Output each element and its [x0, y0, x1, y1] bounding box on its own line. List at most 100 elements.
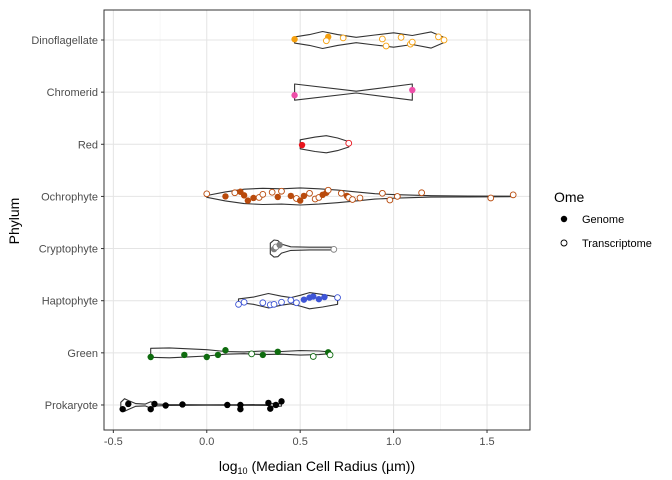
data-point-genome — [315, 295, 323, 303]
data-point-transcriptome — [326, 351, 334, 359]
data-point-transcriptome — [334, 294, 341, 301]
data-point-transcriptome — [345, 139, 353, 147]
legend: Ome Genome Transcriptome — [554, 189, 652, 250]
data-point-transcriptome — [324, 186, 332, 194]
data-point-transcriptome — [322, 37, 330, 45]
x-tick-label: 1.0 — [386, 436, 401, 448]
y-tick-label: Prokaryote — [45, 400, 98, 412]
data-point-transcriptome — [418, 189, 425, 197]
data-point-genome — [147, 353, 154, 361]
series-prokaryote — [119, 398, 285, 413]
y-tick-label: Chromerid — [47, 87, 98, 99]
data-point-transcriptome — [397, 34, 405, 41]
data-point-genome — [409, 86, 416, 94]
violin-prokaryote — [120, 398, 283, 412]
y-tick-label: Ochrophyte — [41, 191, 98, 203]
data-point-transcriptome — [330, 245, 338, 253]
x-tick-label: 0.5 — [293, 436, 308, 448]
legend-label-genome: Genome — [582, 214, 624, 226]
panel-background — [104, 10, 530, 430]
data-point-transcriptome — [386, 196, 394, 204]
data-point-transcriptome — [435, 33, 442, 41]
y-axis-title: Phylum — [6, 198, 22, 245]
data-point-genome — [147, 405, 154, 413]
data-point-genome — [300, 296, 308, 303]
plot-panel — [103, 9, 531, 431]
data-point-genome — [181, 351, 188, 359]
data-point-genome — [298, 141, 306, 149]
series-cryptophyte — [269, 239, 338, 258]
data-point-genome — [240, 192, 248, 199]
violin-chromerid — [294, 83, 413, 101]
data-point-genome — [119, 405, 126, 413]
x-tick-label: 0.0 — [199, 436, 214, 448]
data-point-genome — [274, 193, 281, 201]
violin-red — [299, 135, 350, 154]
data-point-transcriptome — [248, 350, 255, 358]
data-point-genome — [276, 241, 283, 249]
data-point-transcriptome — [487, 194, 495, 202]
data-point-transcriptome — [379, 35, 386, 43]
data-point-genome — [267, 405, 274, 412]
data-point-genome — [162, 402, 169, 409]
data-point-transcriptome — [235, 300, 242, 308]
series-green — [147, 347, 334, 361]
data-point-transcriptome — [509, 191, 517, 199]
x-tick-label: -0.5 — [104, 436, 123, 448]
data-point-transcriptome — [287, 296, 295, 304]
data-point-transcriptome — [339, 34, 347, 42]
data-point-genome — [125, 400, 132, 408]
legend-title: Ome — [554, 189, 585, 205]
x-tick-label: 1.5 — [479, 436, 494, 448]
data-point-genome — [214, 351, 222, 359]
series-chromerid — [291, 83, 416, 101]
data-point-transcriptome — [293, 299, 300, 307]
data-point-transcriptome — [440, 36, 448, 44]
violin-haptophyte — [237, 292, 339, 310]
data-point-genome — [259, 351, 267, 359]
legend-key-transcriptome — [560, 239, 568, 247]
data-point-genome — [265, 399, 272, 407]
data-point-genome — [151, 400, 158, 408]
data-point-transcriptome — [337, 189, 345, 197]
data-point-genome — [179, 401, 186, 408]
data-point-transcriptome — [278, 298, 285, 306]
data-point-genome — [310, 293, 317, 300]
data-point-genome — [321, 293, 328, 301]
data-point-genome — [296, 197, 304, 204]
data-point-transcriptome — [306, 189, 313, 197]
data-point-genome — [278, 398, 285, 405]
y-tick-label: Red — [78, 139, 98, 151]
y-tick-label: Haptophyte — [42, 296, 98, 308]
y-tick-label: Dinoflagellate — [31, 35, 98, 47]
data-point-transcriptome — [268, 188, 276, 196]
data-point-genome — [237, 401, 244, 409]
data-point-transcriptome — [393, 193, 401, 200]
series-dinoflagellate — [291, 30, 448, 50]
x-axis-tick-labels: -0.5 0.0 0.5 1.0 1.5 — [104, 430, 495, 448]
x-axis-title: log10 (Median Cell Radius (µm)) — [219, 458, 415, 476]
data-point-transcriptome — [259, 190, 267, 198]
data-point-genome — [224, 401, 231, 409]
data-point-transcriptome — [349, 196, 356, 203]
y-axis-tick-labels: Dinoflagellate Chromerid Red Ochrophyte Cryp… — [31, 35, 104, 412]
series-ochrophyte — [203, 186, 517, 206]
data-point-transcriptome — [203, 190, 211, 198]
data-point-transcriptome — [309, 353, 317, 360]
data-point-genome — [300, 192, 308, 200]
data-point-genome — [222, 193, 229, 200]
series-red — [298, 135, 353, 154]
data-point-genome — [250, 194, 257, 202]
data-point-transcriptome — [408, 38, 416, 46]
data-point-genome — [291, 36, 298, 43]
data-point-transcriptome — [270, 300, 278, 308]
panel-border — [103, 9, 531, 431]
data-point-genome — [272, 401, 280, 409]
data-point-genome — [274, 348, 281, 355]
legend-key-genome — [560, 215, 568, 223]
data-point-genome — [291, 92, 298, 99]
series-haptophyte — [235, 292, 341, 310]
y-tick-label: Cryptophyte — [39, 244, 98, 256]
data-point-transcriptome — [240, 298, 248, 306]
data-point-transcriptome — [382, 42, 390, 50]
